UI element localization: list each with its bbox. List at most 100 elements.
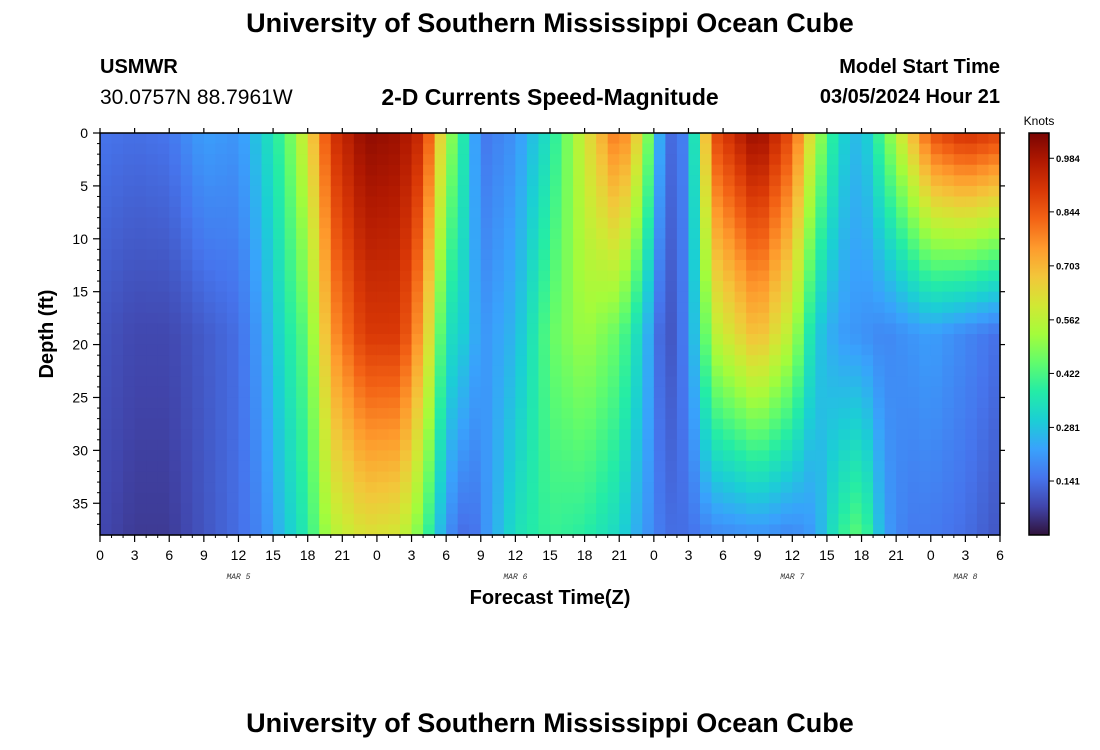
- heatmap-cell: [769, 207, 782, 219]
- heatmap-cell: [746, 312, 759, 325]
- heatmap-cell: [884, 482, 897, 494]
- heatmap-cell: [238, 228, 251, 240]
- heatmap-cell: [607, 513, 620, 526]
- heatmap-cell: [746, 228, 759, 240]
- heatmap-cell: [215, 164, 228, 176]
- heatmap-cell: [284, 154, 297, 166]
- heatmap-cell: [111, 154, 124, 166]
- x-tick-label: 0: [927, 547, 935, 563]
- heatmap-cell: [515, 143, 528, 155]
- heatmap-cell: [942, 524, 955, 536]
- heatmap-cell: [676, 524, 690, 536]
- heatmap-cell: [688, 238, 701, 250]
- heatmap-cell: [665, 217, 678, 229]
- heatmap-cell: [815, 143, 828, 155]
- heatmap-cell: [434, 196, 447, 208]
- heatmap-cell: [365, 133, 378, 145]
- heatmap-cell: [919, 228, 932, 240]
- heatmap-cell: [815, 154, 828, 166]
- heatmap-cell: [884, 460, 897, 473]
- heatmap-cell: [526, 238, 540, 250]
- heatmap-cell: [434, 270, 447, 282]
- heatmap-cell: [330, 482, 343, 494]
- heatmap-cell: [561, 143, 574, 155]
- heatmap-cell: [550, 228, 563, 240]
- heatmap-cell: [550, 355, 563, 367]
- heatmap-cell: [965, 302, 978, 314]
- heatmap-cell: [203, 365, 216, 377]
- heatmap-cell: [469, 196, 482, 208]
- heatmap-cell: [746, 270, 759, 282]
- heatmap-cell: [861, 450, 874, 462]
- heatmap-cell: [838, 164, 851, 176]
- x-tick-label: 0: [373, 547, 381, 563]
- heatmap-cell: [676, 207, 690, 219]
- heatmap-cell: [619, 471, 632, 483]
- heatmap-cell: [400, 386, 413, 399]
- heatmap-cell: [665, 418, 678, 430]
- heatmap-cell: [884, 492, 897, 504]
- heatmap-cell: [861, 207, 874, 219]
- heatmap-cell: [434, 429, 447, 441]
- heatmap-cell: [411, 249, 424, 261]
- heatmap-cell: [388, 312, 401, 325]
- heatmap-cell: [607, 408, 620, 420]
- heatmap-cell: [792, 334, 805, 346]
- heatmap-cell: [342, 450, 355, 462]
- heatmap-cell: [596, 207, 609, 219]
- heatmap-cell: [953, 164, 966, 176]
- heatmap-cell: [584, 323, 597, 335]
- heatmap-cell: [296, 133, 309, 145]
- heatmap-cell: [619, 323, 632, 335]
- heatmap-cell: [296, 376, 309, 388]
- heatmap-cell: [330, 302, 343, 314]
- heatmap-cell: [561, 196, 574, 208]
- heatmap-cell: [976, 238, 990, 250]
- heatmap-cell: [561, 365, 574, 377]
- heatmap-cell: [896, 503, 909, 515]
- heatmap-cell: [146, 439, 159, 451]
- heatmap-cell: [365, 312, 378, 325]
- heatmap-cell: [642, 133, 655, 145]
- heatmap-cell: [734, 513, 747, 526]
- heatmap-cell: [515, 482, 528, 494]
- heatmap-cell: [988, 408, 1001, 420]
- heatmap-cell: [515, 365, 528, 377]
- heatmap-cell: [734, 228, 747, 240]
- heatmap-cell: [365, 344, 378, 356]
- heatmap-cell: [515, 492, 528, 504]
- heatmap-cell: [411, 450, 424, 462]
- heatmap-cell: [388, 217, 401, 229]
- heatmap-cell: [688, 323, 701, 335]
- heatmap-cell: [700, 513, 713, 526]
- heatmap-cell: [942, 365, 955, 377]
- heatmap-cell: [803, 323, 816, 335]
- heatmap-cell: [769, 217, 782, 229]
- heatmap-cell: [561, 175, 574, 187]
- heatmap-cell: [411, 482, 424, 494]
- heatmap-cell: [757, 471, 770, 483]
- heatmap-cell: [146, 164, 159, 176]
- heatmap-cell: [688, 143, 701, 155]
- heatmap-cell: [838, 302, 851, 314]
- heatmap-cell: [700, 439, 713, 451]
- heatmap-cell: [388, 238, 401, 250]
- heatmap-cell: [573, 302, 586, 314]
- heatmap-cell: [273, 185, 286, 198]
- heatmap-cell: [919, 323, 932, 335]
- heatmap-cell: [238, 503, 251, 515]
- heatmap-cell: [884, 270, 897, 282]
- heatmap-cell: [123, 291, 136, 303]
- heatmap-cell: [192, 228, 205, 240]
- heatmap-cell: [723, 164, 736, 176]
- heatmap-cell: [480, 376, 493, 388]
- x-axis: 0 3 6 9 12 15 18 21 0 3 6 9 12 15 18 21 0 3 6 9 12 15 18 21 0 3 6M…: [96, 128, 1004, 582]
- heatmap-cell: [123, 196, 136, 208]
- heatmap-cell: [630, 524, 643, 536]
- heatmap-cell: [619, 207, 632, 219]
- heatmap-cell: [503, 429, 516, 441]
- heatmap-cell: [561, 397, 574, 409]
- heatmap-cell: [238, 355, 251, 367]
- heatmap-cell: [561, 323, 574, 335]
- heatmap-cell: [134, 450, 147, 462]
